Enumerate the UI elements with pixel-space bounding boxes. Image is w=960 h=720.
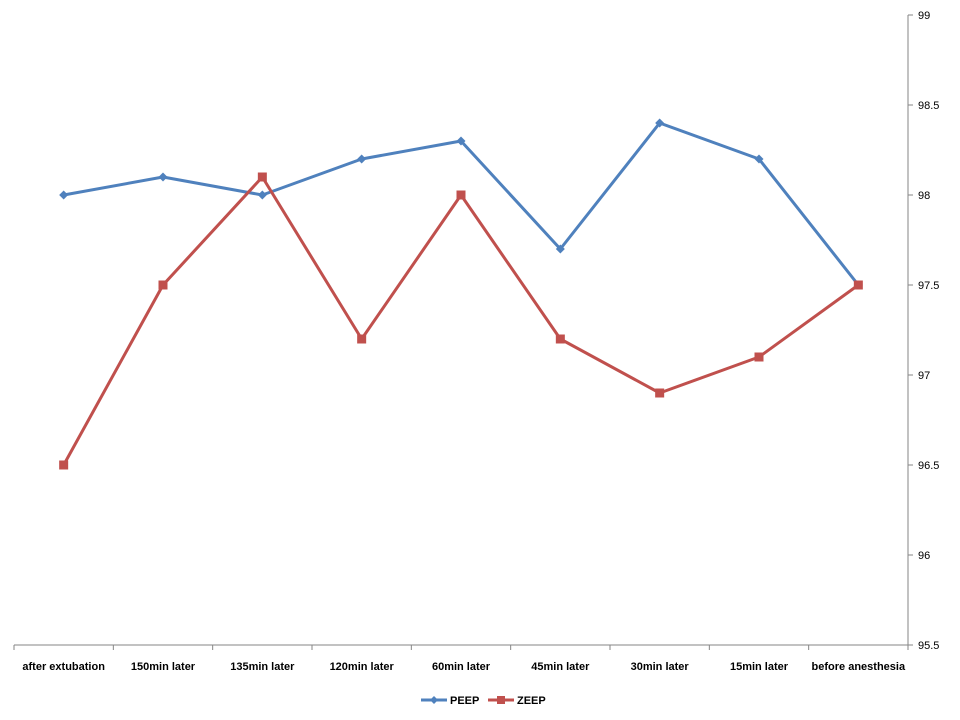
data-point-peep (655, 118, 665, 128)
legend-marker (497, 696, 505, 704)
series-zeep (59, 172, 863, 470)
data-point-zeep (158, 280, 168, 290)
x-tick-label: after extubation (22, 661, 105, 673)
data-point-zeep (456, 190, 466, 200)
data-point-zeep (257, 172, 267, 182)
data-point-peep (754, 154, 764, 164)
y-tick-label: 95.5 (918, 640, 939, 652)
data-point-zeep (853, 280, 863, 290)
legend-item-peep: PEEP (421, 695, 479, 707)
series-peep (59, 118, 863, 290)
y-axis-ticks: 95.5 96 96.5 97 97.5 98 98.5 99 (908, 10, 939, 652)
legend: PEEP ZEEP (421, 695, 546, 707)
y-tick-label: 96 (918, 550, 930, 562)
x-tick-label: 45min later (531, 661, 590, 673)
legend-marker (430, 696, 438, 704)
data-point-peep (456, 136, 466, 146)
series-layer (59, 118, 863, 470)
series-line-peep (63, 121, 860, 286)
data-point-peep (555, 244, 565, 254)
x-tick-label: 15min later (730, 661, 789, 673)
x-tick-label: 135min later (230, 661, 295, 673)
x-tick-label: 60min later (432, 661, 491, 673)
x-tick-label: before anesthesia (812, 661, 906, 673)
y-tick-label: 98.5 (918, 100, 939, 112)
y-tick-label: 97 (918, 370, 930, 382)
y-tick-label: 96.5 (918, 460, 939, 472)
legend-item-zeep: ZEEP (488, 695, 546, 707)
legend-label: ZEEP (517, 695, 546, 707)
data-point-zeep (59, 460, 69, 470)
x-tick-label: 150min later (131, 661, 196, 673)
data-point-zeep (357, 334, 367, 344)
series-line-zeep (62, 175, 860, 466)
data-point-peep (59, 190, 69, 200)
legend-label: PEEP (450, 695, 479, 707)
data-point-peep (257, 190, 267, 200)
data-point-zeep (555, 334, 565, 344)
y-tick-label: 98 (918, 190, 930, 202)
data-point-peep (158, 172, 168, 182)
x-axis-labels: after extubation 150min later 135min later… (13, 645, 909, 673)
data-point-zeep (655, 388, 665, 398)
x-tick-label: 120min later (330, 661, 395, 673)
data-point-zeep (754, 352, 764, 362)
y-tick-label: 99 (918, 10, 930, 22)
x-tick-label: 30min later (631, 661, 690, 673)
data-point-peep (357, 154, 367, 164)
y-tick-label: 97.5 (918, 280, 939, 292)
